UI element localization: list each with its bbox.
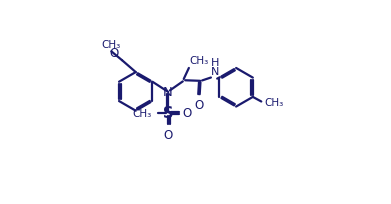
Text: O: O — [109, 47, 118, 59]
Text: S: S — [163, 106, 173, 121]
Text: O: O — [195, 99, 204, 112]
Text: CH₃: CH₃ — [190, 56, 209, 66]
Text: CH₃: CH₃ — [102, 40, 121, 50]
Text: N: N — [163, 86, 173, 99]
Text: O: O — [163, 128, 173, 141]
Text: CH₃: CH₃ — [133, 109, 152, 118]
Text: H
N: H N — [211, 58, 219, 77]
Text: CH₃: CH₃ — [264, 98, 283, 108]
Text: O: O — [183, 106, 192, 119]
